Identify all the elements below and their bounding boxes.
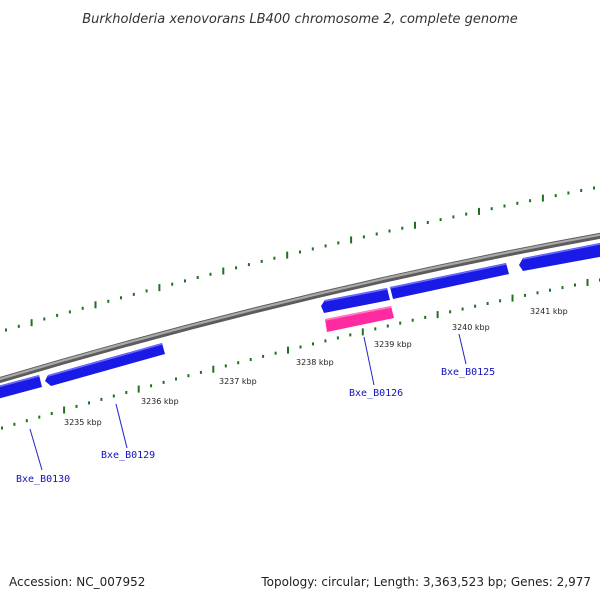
gene-label-leaders [29,333,467,471]
gene-label-bxe-b0125[interactable]: Bxe_B0125 [441,367,495,378]
gene-arrow-bxe-b0127[interactable] [390,263,509,299]
gene-label-bxe-b0129[interactable]: Bxe_B0129 [101,450,155,461]
outer-ticks [5,186,595,332]
gene-arrow-highlights [0,375,40,388]
gene-arrow-bxe-b0130[interactable] [0,375,42,401]
scale-label-3239: 3239 kbp [374,340,412,349]
gene-arrow-bxe-b0124[interactable] [519,242,600,271]
scale-label-3240: 3240 kbp [452,323,490,332]
scale-label-3235: 3235 kbp [64,418,102,427]
gene-arrow-bxe-b0129[interactable] [45,343,165,386]
inner-ticks [1,278,600,430]
gene-labels: Bxe_B0130 Bxe_B0129 Bxe_B0126 Bxe_B0125 [16,367,495,485]
gene-arrow-highlight [324,306,392,321]
accession-label: Accession: NC_007952 [9,575,145,589]
scale-label-3236: 3236 kbp [141,397,179,406]
scale-labels: 3235 kbp 3236 kbp 3237 kbp 3238 kbp 3239… [64,307,568,427]
chromosome-backbone [0,232,600,384]
gene-arrow-bxe-b0126[interactable] [325,306,394,332]
gene-arrow-highlight [47,343,163,377]
genome-summary: Topology: circular; Length: 3,363,523 bp… [260,575,591,589]
gene-arrow-highlight [522,243,600,260]
map-title: Burkholderia xenovorans LB400 chromosome… [82,12,518,27]
scale-label-3241: 3241 kbp [530,307,568,316]
gene-track [0,242,600,401]
gene-arrow-highlight [389,263,507,289]
scale-label-3238: 3238 kbp [296,358,334,367]
scale-label-3237: 3237 kbp [219,377,257,386]
gene-arrow-highlight [324,288,388,302]
gene-label-bxe-b0126[interactable]: Bxe_B0126 [349,388,403,399]
gene-arrow-bxe-b0128[interactable] [321,288,390,313]
gene-label-bxe-b0130[interactable]: Bxe_B0130 [16,474,70,485]
